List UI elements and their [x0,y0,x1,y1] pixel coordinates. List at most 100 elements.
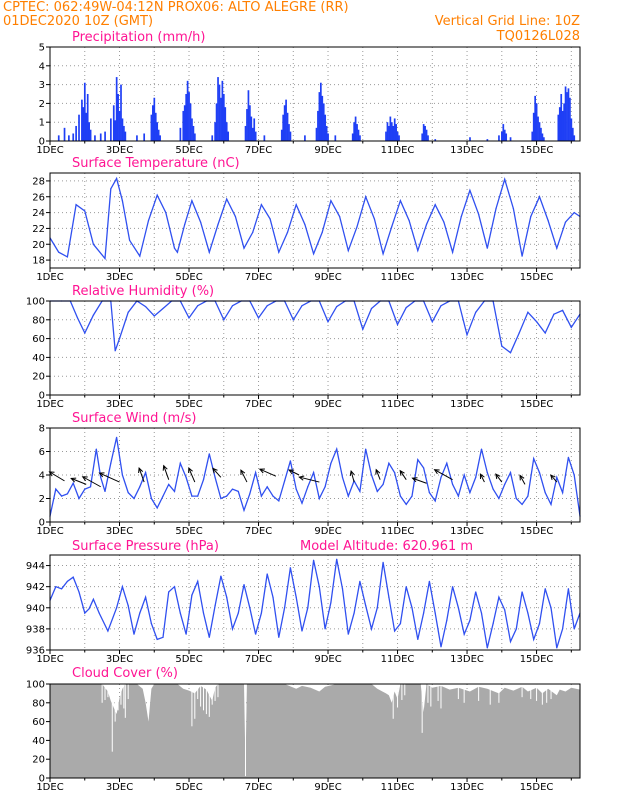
precip-bar [157,129,160,141]
x-tick-label: 3DEC [106,272,133,283]
wind-arrow [99,472,120,483]
data-point [304,223,306,226]
y-tick-label: 18 [32,256,45,267]
precip-bar [222,94,225,141]
data-point [567,588,570,590]
y-tick-label: 0 [39,518,45,529]
data-point [440,476,442,478]
precip-bar [250,116,253,141]
data-point [272,495,274,497]
x-tick-label: 9DEC [314,782,341,793]
data-point [521,591,523,593]
data-point [208,453,210,455]
x-tick-label: 5DEC [175,272,202,283]
data-point [411,495,413,497]
data-point [533,457,535,460]
x-tick-label: 5DEC [175,654,202,665]
header-model-code: TQ0126L028 [496,29,580,44]
data-point [446,619,448,622]
data-point [544,588,546,590]
data-point [550,503,552,505]
precip-bar [542,137,545,141]
precip-bar [573,135,576,141]
precip-bar [115,77,118,141]
data-point [417,249,419,252]
precip-bar [123,125,125,141]
data-point [200,221,202,223]
precip-bar [82,107,85,141]
x-tick-label: 1DEC [36,526,63,537]
precip-bar [88,122,90,141]
data-point [573,474,575,476]
data-point [399,623,402,625]
data-point [231,305,234,307]
precip-bar [81,99,83,141]
series-line [49,176,581,261]
wind-arrow [375,469,381,480]
data-point [405,586,407,588]
data-point [118,338,121,340]
data-point [139,255,141,257]
x-tick-label: 13DEC [450,399,484,410]
wind-arrow [412,477,427,484]
x-tick-label: 9DEC [314,654,341,665]
precip-bar [389,116,392,141]
panel-title: Relative Humidity (%) [72,284,214,299]
data-point [562,492,564,494]
data-point [538,472,541,474]
precip-bar [118,110,121,141]
data-point [234,215,236,218]
data-point [147,219,150,222]
precip-bar [188,92,190,141]
y-tick-label: 60 [32,717,45,728]
data-point [255,472,257,474]
y-tick-label: 22 [32,224,45,235]
precip-bar [353,122,355,141]
panel-cloud: Cloud Cover (%) 0 20 40 60 80 100 1DEC 3DEC 5DEC 7… [26,666,581,793]
data-point [405,503,407,505]
data-point [480,448,483,450]
y-tick-label: 2 [39,99,45,110]
precip-bar [563,103,565,141]
y-tick-label: 942 [26,582,45,593]
precip-bar [541,133,544,141]
data-point [301,305,303,307]
data-point [100,476,102,478]
precip-bar [498,135,500,141]
data-point [504,609,506,611]
data-point [330,200,332,202]
data-point [434,500,436,502]
data-point [249,607,251,609]
data-point [231,628,234,630]
x-tick-label: 3DEC [106,526,133,537]
panel-wind: Surface Wind (m/s) 0 2 4 6 8 1DEC 3DEC 5DEC 7DEC 9… [36,411,581,537]
wind-arrow [82,476,101,488]
panel-temperature: Surface Temperature (nC) 18 20 22 24 26 28 1DEC… [32,156,581,283]
data-point [498,497,500,500]
data-point [226,198,228,200]
data-point [278,251,280,253]
data-point [341,476,344,478]
data-point [562,309,564,311]
data-point [394,630,396,632]
precip-bar [185,94,188,141]
x-tick-label: 3DEC [106,399,133,410]
data-point [243,583,245,586]
y-tick-label: 8 [39,424,45,435]
precip-bar [182,110,185,141]
precip-bar [509,137,512,141]
data-point [266,573,268,575]
data-point [492,623,494,625]
precip-bar [217,77,219,141]
data-point [127,492,129,494]
precip-bar [503,129,506,141]
data-point [66,580,68,582]
x-tick-label: 1DEC [36,399,63,410]
x-tick-label: 3DEC [106,654,133,665]
wind-arrow-head [411,477,418,483]
data-point [162,636,164,638]
wind-arrow-head [162,464,168,471]
data-point [353,612,355,614]
precip-bar [121,118,124,141]
y-tick-label: 3 [39,80,45,91]
